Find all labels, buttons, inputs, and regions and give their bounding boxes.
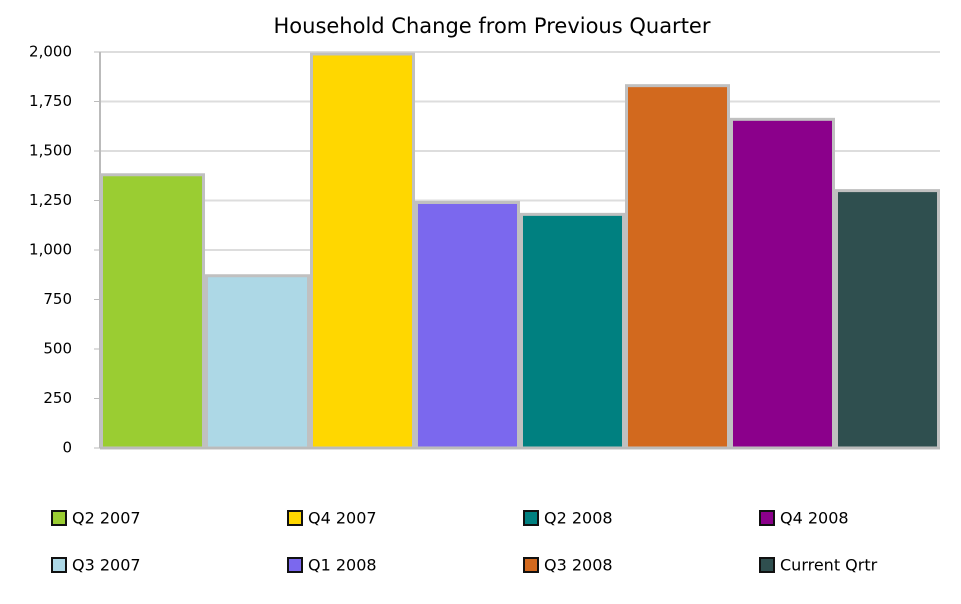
bar [730,117,835,450]
legend-swatch [51,510,67,526]
bar [520,212,625,450]
bar [625,84,730,450]
bar [310,52,415,450]
legend-swatch [759,557,775,573]
bar [205,274,310,450]
legend-label: Q2 2007 [72,509,141,528]
legend-swatch [759,510,775,526]
y-tick-label: 1,250 [29,191,72,209]
legend-label: Q1 2008 [308,556,377,575]
y-tick-label: 1,500 [29,142,72,160]
legend-label: Q3 2007 [72,556,141,575]
y-tick-label: 500 [43,340,72,358]
legend-label: Current Qrtr [780,556,878,575]
legend-swatch [523,510,539,526]
legend-label: Q2 2008 [544,509,613,528]
legend-swatch [287,557,303,573]
bar [100,173,205,450]
y-tick-label: 1,750 [29,92,72,110]
y-tick-label: 750 [43,290,72,308]
chart-title: Household Change from Previous Quarter [274,14,711,38]
y-tick-label: 250 [43,389,72,407]
bar [835,189,940,450]
legend-label: Q4 2007 [308,509,377,528]
legend-swatch [287,510,303,526]
legend-swatch [51,557,67,573]
y-tick-label: 1,000 [29,241,72,259]
legend-label: Q4 2008 [780,509,849,528]
legend-label: Q3 2008 [544,556,613,575]
bar [415,200,520,450]
legend-swatch [523,557,539,573]
y-tick-label: 2,000 [29,43,72,61]
y-tick-label: 0 [62,439,72,457]
